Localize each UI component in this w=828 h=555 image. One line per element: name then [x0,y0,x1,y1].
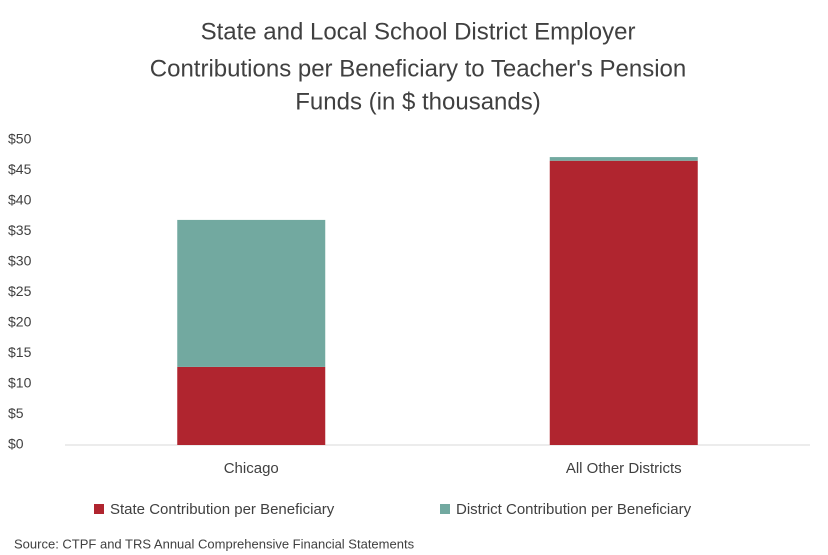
x-tick-label: Chicago [224,460,279,477]
y-tick-label: $10 [8,375,32,391]
y-tick-label: $30 [8,253,32,269]
y-tick-label: $45 [8,161,32,177]
x-tick-label: All Other Districts [566,460,682,477]
y-tick-label: $35 [8,222,32,238]
y-tick-label: $15 [8,344,32,360]
source-note: Source: CTPF and TRS Annual Comprehensiv… [14,536,415,551]
y-tick-label: $50 [8,131,32,147]
y-tick-label: $40 [8,192,32,208]
legend-label: District Contribution per Beneficiary [456,501,692,518]
bar-segment [177,219,326,367]
bar-segment [549,160,698,446]
legend-label: State Contribution per Beneficiary [110,501,335,518]
chart-title: Funds (in $ thousands) [295,88,540,115]
y-tick-label: $25 [8,283,32,299]
legend-swatch [440,504,450,514]
y-tick-label: $5 [8,405,24,421]
bar-segment [177,366,326,445]
legend-swatch [94,504,104,514]
chart-title: State and Local School District Employer [201,18,636,45]
chart-title: Contributions per Beneficiary to Teacher… [150,55,686,82]
y-tick-label: $0 [8,436,24,452]
bar-segment [549,157,698,161]
y-tick-label: $20 [8,314,32,330]
